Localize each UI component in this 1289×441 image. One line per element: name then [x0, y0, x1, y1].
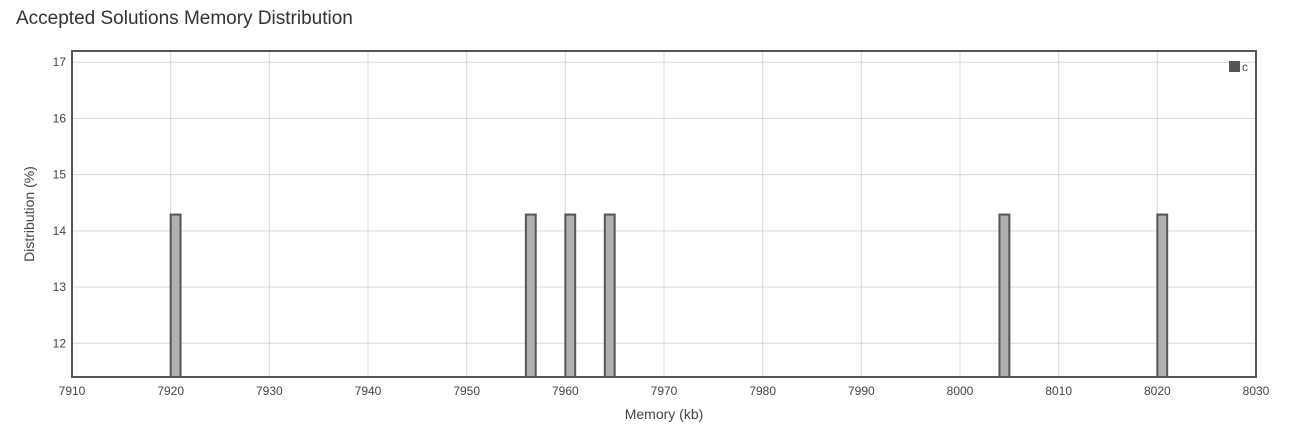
x-tick-label: 8020 [1144, 384, 1171, 398]
bar[interactable] [998, 213, 1011, 378]
x-tick-label: 7950 [453, 384, 480, 398]
legend: c [1229, 60, 1248, 74]
y-tick-label: 16 [53, 111, 67, 125]
bar[interactable] [169, 213, 182, 378]
x-tick-label: 7930 [256, 384, 283, 398]
y-axis-ticks: 12 13 14 15 16 17 [53, 55, 67, 350]
legend-swatch [1229, 61, 1240, 72]
x-axis-label: Memory (kb) [625, 406, 704, 422]
x-tick-label: 8030 [1243, 384, 1270, 398]
y-tick-label: 13 [53, 280, 67, 294]
y-tick-label: 17 [53, 55, 67, 69]
y-tick-label: 14 [53, 224, 67, 238]
x-tick-label: 7910 [59, 384, 86, 398]
legend-label: c [1242, 60, 1248, 74]
grid [71, 51, 1257, 377]
x-tick-label: 8000 [947, 384, 974, 398]
bar[interactable] [603, 213, 616, 378]
y-tick-label: 12 [53, 336, 67, 350]
x-tick-label: 7920 [157, 384, 184, 398]
x-tick-label: 7970 [651, 384, 678, 398]
y-tick-label: 15 [53, 168, 67, 182]
plot-frame [71, 50, 1257, 378]
x-tick-label: 7940 [355, 384, 382, 398]
x-tick-label: 7980 [749, 384, 776, 398]
x-tick-label: 7960 [552, 384, 579, 398]
bars [169, 213, 1169, 378]
bar[interactable] [524, 213, 537, 378]
y-axis-label: Distribution (%) [21, 166, 37, 262]
chart-title: Accepted Solutions Memory Distribution [16, 8, 353, 29]
x-tick-label: 8010 [1045, 384, 1072, 398]
bar[interactable] [564, 213, 577, 378]
x-tick-label: 7990 [848, 384, 875, 398]
bar[interactable] [1156, 213, 1169, 378]
x-axis-ticks: 7910 7920 7930 7940 7950 7960 7970 7980 7990 8000… [59, 384, 1270, 398]
